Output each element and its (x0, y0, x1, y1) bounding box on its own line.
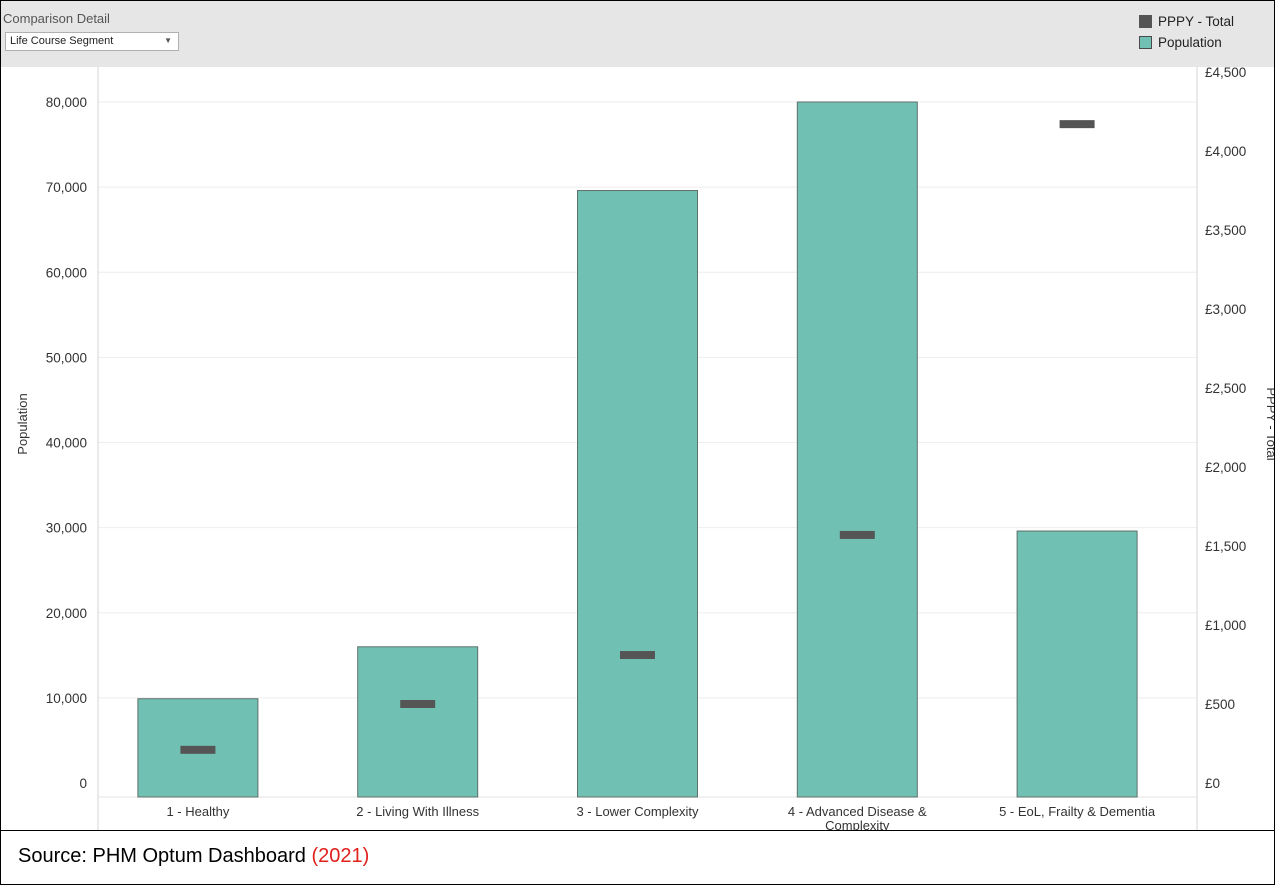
y-right-tick-label: £1,500 (1205, 539, 1246, 554)
legend-swatch-pppy (1139, 15, 1152, 28)
bar-population[interactable] (1016, 530, 1138, 798)
y-right-tick-label: £2,500 (1205, 381, 1246, 396)
y-right-tick-label: £3,000 (1205, 302, 1246, 317)
y-left-tick-label: 20,000 (46, 606, 87, 621)
legend-swatch-population (1139, 36, 1152, 49)
y-right-axis-title: PPPY - Total (1264, 387, 1274, 460)
y-right-tick-label: £4,000 (1205, 144, 1246, 159)
legend-label-population: Population (1158, 35, 1222, 50)
comparison-detail-label: Comparison Detail (3, 11, 110, 26)
y-right-tick-label: £3,500 (1205, 223, 1246, 238)
dashboard-header: Comparison Detail Life Course Segment ▼ … (1, 1, 1274, 67)
y-right-tick-label: £4,500 (1205, 67, 1246, 80)
y-left-tick-label: 50,000 (46, 350, 87, 365)
legend-item-population[interactable]: Population (1139, 32, 1234, 53)
bar-population[interactable] (796, 101, 918, 798)
population-pppy-chart: 0 10,000 20,000 30,000 40,000 50,000 60,000 70,… (15, 67, 1274, 830)
source-year: (2021) (311, 845, 370, 867)
source-caption: Source: PHM Optum Dashboard (2021) (1, 830, 1274, 884)
y-left-tick-label: 70,000 (46, 180, 87, 195)
source-text: Source: PHM Optum Dashboard (2021) (18, 845, 369, 868)
source-prefix: Source: PHM Optum Dashboard (18, 845, 312, 867)
x-category-label: 2 - Living With Illness (356, 804, 479, 819)
y-right-tick-label: £1,000 (1205, 618, 1246, 633)
x-category-label: Complexity (825, 818, 890, 830)
y-left-tick-label: 0 (79, 776, 87, 791)
comparison-detail-dropdown[interactable]: Life Course Segment ▼ (5, 32, 179, 51)
dash-pppy-total[interactable] (180, 745, 216, 754)
y-right-tick-label: £0 (1205, 776, 1220, 791)
chevron-down-icon[interactable]: ▼ (164, 36, 172, 45)
dash-pppy-total[interactable] (400, 700, 436, 708)
bar-population[interactable] (577, 190, 698, 798)
y-left-tick-label: 10,000 (46, 691, 87, 706)
x-category-label: 3 - Lower Complexity (576, 804, 699, 819)
y-right-tick-label: £500 (1205, 697, 1235, 712)
y-left-tick-label: 30,000 (46, 521, 87, 536)
chart-legend: PPPY - Total Population (1139, 11, 1234, 53)
x-category-label: 1 - Healthy (166, 804, 229, 819)
y-left-tick-label: 80,000 (46, 95, 87, 110)
x-category-label: 5 - EoL, Frailty & Dementia (999, 804, 1156, 819)
y-left-tick-label: 40,000 (46, 436, 87, 451)
y-left-tick-label: 60,000 (46, 265, 87, 280)
legend-item-pppy[interactable]: PPPY - Total (1139, 11, 1234, 32)
y-right-tick-label: £2,000 (1205, 460, 1246, 475)
dash-pppy-total[interactable] (839, 530, 875, 539)
bar-population[interactable] (357, 646, 479, 798)
dropdown-selected-value: Life Course Segment (10, 35, 114, 47)
dash-pppy-total[interactable] (1059, 120, 1095, 129)
dash-pppy-total[interactable] (620, 651, 655, 660)
legend-label-pppy: PPPY - Total (1158, 14, 1235, 29)
x-category-label: 4 - Advanced Disease & (788, 804, 927, 819)
y-left-axis-title: Population (15, 393, 30, 454)
